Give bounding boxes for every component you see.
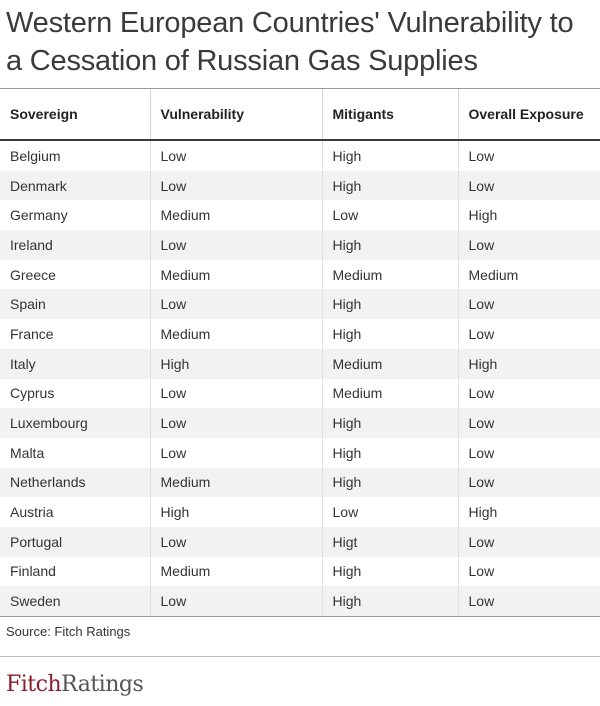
- cell-sovereign: Malta: [10, 444, 45, 461]
- exposure-table: Sovereign Vulnerability Mitigants Overal…: [0, 88, 600, 618]
- cell-mitigants: High: [321, 140, 458, 171]
- cell-overall-exposure: Low: [457, 378, 600, 409]
- cell-vulnerability: High: [149, 497, 322, 527]
- cell-overall-exposure: High: [457, 200, 600, 231]
- cell-mitigants: Medium: [321, 378, 458, 409]
- cell-sovereign: Ireland: [0, 230, 150, 260]
- table-row: Cyprus Low Medium Low: [0, 378, 600, 409]
- cell-mitigants: High: [321, 556, 458, 587]
- cell-sovereign: France: [10, 325, 54, 342]
- cell-vulnerability: Low: [149, 526, 322, 557]
- cell-vulnerability: Low: [149, 586, 322, 618]
- cell-overall-exposure: Low: [457, 437, 600, 468]
- cell-mitigants: High: [321, 586, 458, 618]
- table-row: Finland Medium High Low: [0, 556, 600, 587]
- divider: [0, 656, 600, 657]
- header-mitigants: Mitigants: [321, 88, 458, 141]
- cell-sovereign: Austria: [10, 504, 54, 521]
- header-row: Sovereign Vulnerability Mitigants Overal…: [0, 88, 600, 141]
- cell-mitigants: High: [321, 319, 458, 349]
- cell-sovereign: Germany: [10, 207, 68, 224]
- cell-vulnerability: Low: [149, 170, 322, 201]
- cell-sovereign: Denmark: [0, 170, 150, 201]
- cell-mitigants: Low: [321, 497, 458, 527]
- source-note: Source: Fitch Ratings: [6, 624, 131, 639]
- cell-mitigants: Higt: [321, 526, 458, 557]
- cell-vulnerability: Low: [149, 408, 322, 438]
- table-row: Ireland Low High Low: [0, 230, 600, 260]
- table-row: Portugal Low Higt Low: [0, 526, 600, 557]
- table-row: Spain Low High Low: [0, 289, 600, 320]
- cell-mitigants: Medium: [321, 259, 458, 290]
- header-sovereign: Sovereign: [0, 88, 150, 141]
- cell-mitigants: High: [321, 170, 458, 201]
- page-title: Western European Countries' Vulnerabilit…: [6, 7, 574, 77]
- cell-vulnerability: Low: [149, 289, 322, 320]
- cell-sovereign: Sweden: [0, 586, 150, 618]
- cell-overall-exposure: Low: [457, 586, 600, 618]
- cell-sovereign: Cyprus: [10, 385, 55, 402]
- cell-overall-exposure: Low: [457, 230, 600, 260]
- cell-overall-exposure: Low: [457, 140, 600, 171]
- cell-vulnerability: High: [149, 348, 322, 379]
- cell-mitigants: High: [321, 437, 458, 468]
- table-row: Austria High Low High: [0, 497, 600, 527]
- table-row: Germany Medium Low High: [0, 200, 600, 231]
- cell-sovereign: Netherlands: [0, 467, 150, 498]
- cell-overall-exposure: Low: [457, 408, 600, 438]
- cell-mitigants: High: [321, 467, 458, 498]
- cell-vulnerability: Low: [149, 230, 322, 260]
- cell-overall-exposure: Medium: [457, 259, 600, 290]
- table-row: Malta Low High Low: [0, 437, 600, 468]
- cell-sovereign: Italy: [0, 348, 150, 379]
- logo-fitch: Fitch: [6, 672, 62, 697]
- table-row: Italy High Medium High: [0, 348, 600, 379]
- cell-mitigants: Low: [321, 200, 458, 231]
- cell-vulnerability: Medium: [149, 556, 322, 587]
- cell-sovereign: Portugal: [0, 526, 150, 557]
- table-row: Netherlands Medium High Low: [0, 467, 600, 498]
- table-row: Greece Medium Medium Medium: [0, 259, 600, 290]
- logo-ratings: Ratings: [61, 672, 144, 697]
- cell-sovereign: Spain: [0, 289, 150, 320]
- cell-overall-exposure: Low: [457, 319, 600, 349]
- cell-vulnerability: Low: [149, 437, 322, 468]
- header-vulnerability: Vulnerability: [149, 88, 322, 141]
- table-body: Belgium Low High Low Denmark Low High Low German…: [0, 140, 600, 618]
- cell-overall-exposure: Low: [457, 467, 600, 498]
- cell-vulnerability: Low: [149, 140, 322, 171]
- header-overall-exposure: Overall Exposure: [457, 88, 600, 141]
- table-row: Denmark Low High Low: [0, 170, 600, 201]
- cell-overall-exposure: High: [457, 348, 600, 379]
- cell-sovereign: Greece: [10, 266, 56, 283]
- cell-sovereign: Finland: [10, 563, 56, 580]
- cell-sovereign: Belgium: [10, 147, 61, 164]
- cell-overall-exposure: Low: [457, 526, 600, 557]
- table-row: Luxembourg Low High Low: [0, 408, 600, 438]
- cell-vulnerability: Medium: [149, 200, 322, 231]
- cell-overall-exposure: Low: [457, 556, 600, 587]
- cell-mitigants: High: [321, 230, 458, 260]
- exposure-table-container: Sovereign Vulnerability Mitigants Overal…: [0, 88, 600, 618]
- cell-overall-exposure: Low: [457, 170, 600, 201]
- cell-overall-exposure: Low: [457, 289, 600, 320]
- cell-vulnerability: Medium: [149, 319, 322, 349]
- fitch-ratings-logo: FitchRatings: [6, 672, 144, 697]
- cell-vulnerability: Low: [149, 378, 322, 409]
- cell-mitigants: Medium: [321, 348, 458, 379]
- cell-mitigants: High: [321, 408, 458, 438]
- cell-vulnerability: Medium: [149, 467, 322, 498]
- cell-mitigants: High: [321, 289, 458, 320]
- table-row: Sweden Low High Low: [0, 586, 600, 618]
- cell-sovereign: Luxembourg: [0, 408, 150, 438]
- table-row: Belgium Low High Low: [0, 140, 600, 171]
- table-row: France Medium High Low: [0, 319, 600, 349]
- cell-vulnerability: Medium: [149, 259, 322, 290]
- cell-overall-exposure: High: [457, 497, 600, 527]
